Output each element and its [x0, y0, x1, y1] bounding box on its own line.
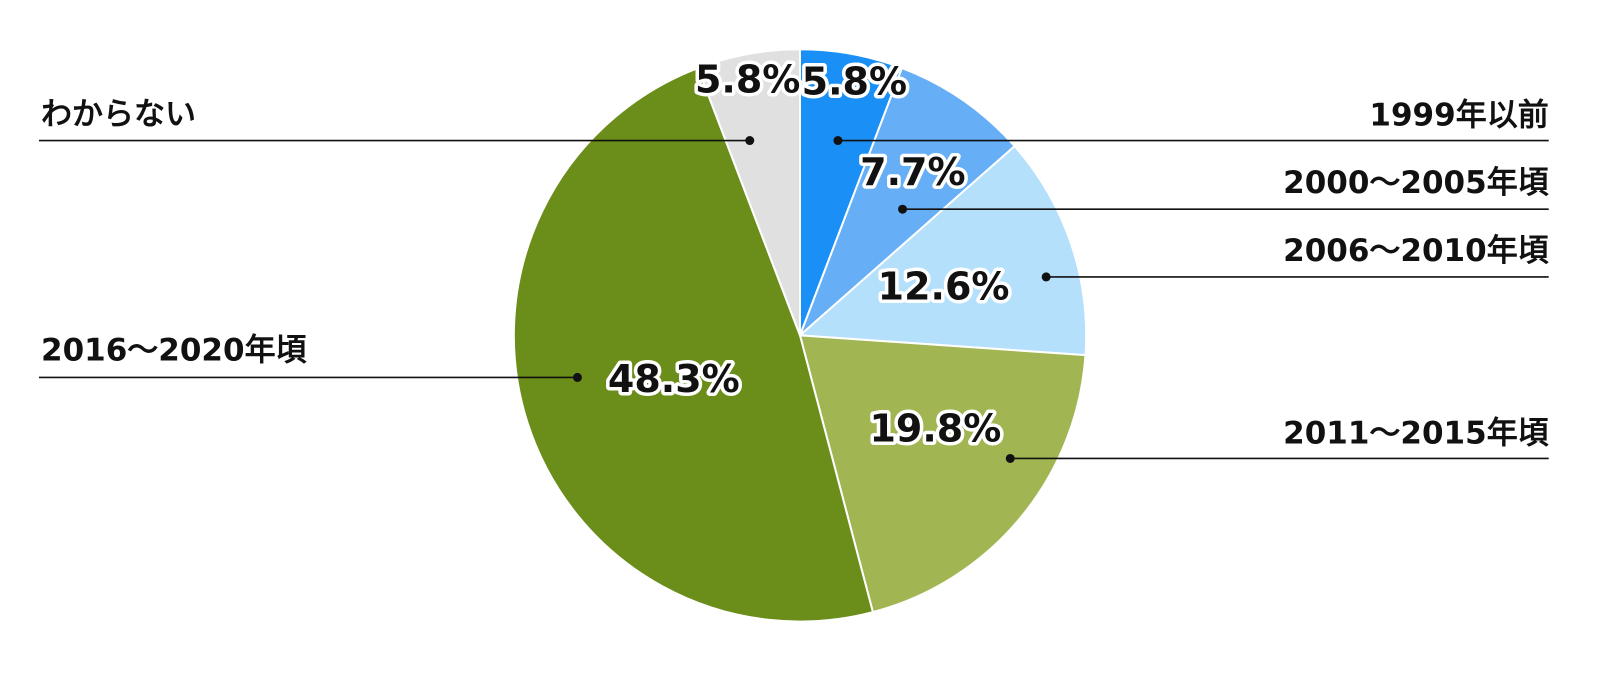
leader-dot: [833, 136, 843, 146]
leader-dot: [745, 136, 755, 146]
value-label: 19.8%: [869, 406, 1001, 450]
value-label: 5.8%: [695, 58, 800, 102]
leader-dot: [898, 204, 908, 214]
pie-slice: [798, 334, 1087, 614]
value-label: 12.6%: [878, 265, 1010, 309]
leader-dot: [1041, 272, 1051, 282]
pie-slice: [512, 66, 875, 623]
pie-slice: [696, 48, 801, 336]
pie-slice: [799, 66, 1017, 337]
category-label: わからない: [41, 96, 196, 132]
value-label: 7.7%: [860, 150, 965, 194]
category-label: 1999年以前: [1369, 97, 1548, 133]
category-label: 2011〜2015年頃: [1283, 415, 1549, 451]
value-label: 48.3%: [608, 357, 740, 401]
leader-dot: [572, 372, 582, 382]
pie-slice: [797, 144, 1088, 357]
leader-dot: [1005, 453, 1015, 463]
value-label: 5.8%: [802, 60, 907, 104]
category-label: 2000〜2005年頃: [1283, 165, 1549, 201]
category-label: 2016〜2020年頃: [41, 332, 307, 368]
category-label: 2006〜2010年頃: [1283, 233, 1549, 269]
